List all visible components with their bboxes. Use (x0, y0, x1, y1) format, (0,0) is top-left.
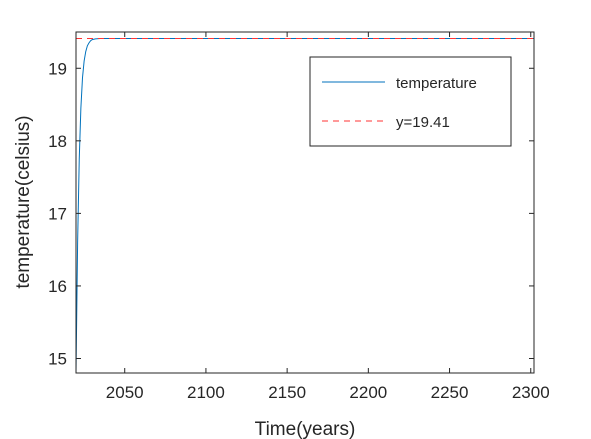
x-tick-label: 2150 (268, 383, 306, 402)
x-tick-label: 2050 (106, 383, 144, 402)
legend-label-temperature: temperature (396, 75, 477, 92)
y-tick-label: 16 (48, 277, 67, 296)
y-tick-label: 17 (48, 204, 67, 223)
legend-label-reference: y=19.41 (396, 114, 450, 131)
y-tick-label: 19 (48, 59, 67, 78)
x-tick-label: 2100 (187, 383, 225, 402)
series-layer (75, 38, 534, 374)
x-axis: 2050 2100 2150 2200 2250 2300 (106, 32, 550, 402)
x-tick-label: 2200 (349, 383, 387, 402)
y-axis-label: temperature(celsius) (13, 115, 34, 288)
plot-frame (75, 31, 535, 374)
legend: temperature y=19.41 (309, 56, 512, 147)
x-tick-label: 2250 (431, 383, 469, 402)
y-tick-label: 15 (48, 349, 67, 368)
x-tick-label: 2300 (512, 383, 550, 402)
legend-box (309, 56, 512, 147)
y-axis: 15 16 17 18 19 (48, 59, 534, 368)
y-tick-label: 18 (48, 132, 67, 151)
x-axis-label: Time(years) (255, 419, 356, 439)
series-line-temperature (75, 38, 534, 374)
